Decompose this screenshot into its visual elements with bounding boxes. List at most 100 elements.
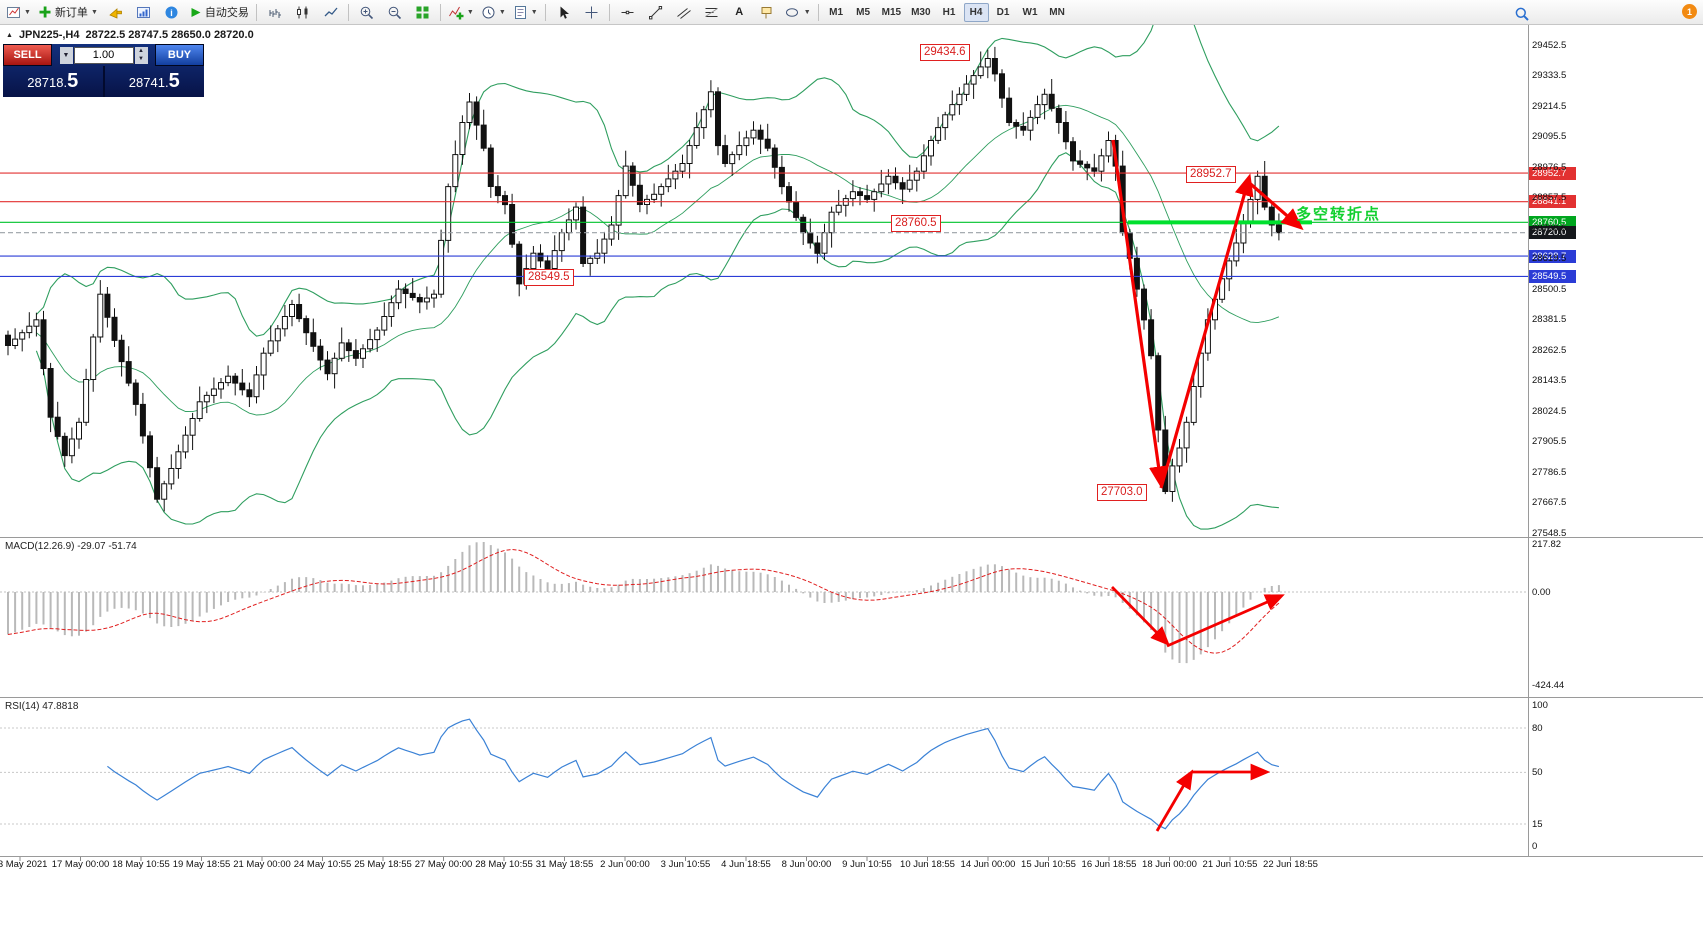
new-order-label: 新订单 xyxy=(54,7,88,19)
chevron-down-icon: ▼ xyxy=(803,8,811,16)
price-annotation[interactable]: 28760.5 xyxy=(891,215,941,232)
tile-windows-button[interactable] xyxy=(409,1,436,24)
notification-badge[interactable]: 1 xyxy=(1682,4,1697,19)
charts-menu-button[interactable]: ▼ xyxy=(3,1,34,24)
macd-arrow-2[interactable] xyxy=(1166,594,1285,648)
channel-icon xyxy=(676,7,691,19)
search-button[interactable] xyxy=(1508,2,1535,25)
new-order-button[interactable]: 新订单 ▼ xyxy=(35,1,101,24)
cursor-icon xyxy=(560,6,569,19)
svg-text:i: i xyxy=(170,7,173,17)
crosshair-tool-button[interactable] xyxy=(578,1,605,24)
timeframe-h4[interactable]: H4 xyxy=(963,3,989,22)
info-icon: i xyxy=(165,6,178,18)
sell-price[interactable]: 28718. 5 xyxy=(3,70,103,93)
trend-arrow-1[interactable] xyxy=(1111,139,1169,489)
text-tool-label: A xyxy=(735,6,744,18)
green-plus-icon xyxy=(39,6,51,18)
buy-price[interactable]: 28741. 5 xyxy=(105,70,205,93)
price-annotation[interactable]: 27703.0 xyxy=(1097,484,1147,501)
terminal-icon[interactable] xyxy=(130,1,157,24)
horizontal-line-tool[interactable] xyxy=(614,1,641,24)
periods-button[interactable]: ▼ xyxy=(478,1,509,24)
timeframe-m30[interactable]: M30 xyxy=(907,3,934,22)
rsi-arrow-1[interactable] xyxy=(1155,769,1194,832)
chevron-down-icon: ▼ xyxy=(466,8,474,16)
price-annotation[interactable]: 28952.7 xyxy=(1186,166,1236,183)
auto-trading-label: 自动交易 xyxy=(204,7,249,19)
timeframe-m15[interactable]: M15 xyxy=(878,3,905,22)
line-chart-button[interactable] xyxy=(317,1,344,24)
channel-tool[interactable] xyxy=(670,1,697,24)
line-chart-icon xyxy=(324,7,338,16)
macd-layer xyxy=(0,542,1528,664)
label-tool[interactable] xyxy=(754,1,781,24)
play-icon xyxy=(191,7,201,17)
main-chart-layer xyxy=(0,25,1528,530)
volume-input[interactable]: 1.00 xyxy=(73,46,134,64)
toolbar-separator xyxy=(439,3,441,21)
bar-chart-button[interactable] xyxy=(261,1,288,24)
chevron-down-icon: ▼ xyxy=(530,8,538,16)
crosshair-icon xyxy=(585,6,598,18)
buy-price-big: 5 xyxy=(168,70,180,92)
toolbar-separator xyxy=(817,3,819,21)
toolbar: ▼ 新订单 ▼ i 自动交易 xyxy=(0,0,1703,25)
sell-button[interactable]: SELL xyxy=(3,44,52,66)
chevron-down-icon: ▼ xyxy=(90,8,98,16)
fibonacci-tool[interactable] xyxy=(698,1,725,24)
timeframe-h1[interactable]: H1 xyxy=(937,3,962,22)
text-tool[interactable]: A xyxy=(726,1,753,24)
auto-trading-button[interactable]: 自动交易 xyxy=(186,1,252,24)
horn-icon xyxy=(109,7,122,19)
template-icon xyxy=(514,5,526,19)
zoom-out-icon xyxy=(388,6,401,19)
bollinger-middle xyxy=(36,104,1280,416)
timeframe-m5[interactable]: M5 xyxy=(851,3,876,22)
chart-title-line: ▲ JPN225-,H4 28722.5 28747.5 28650.0 287… xyxy=(6,29,254,41)
zoom-in-button[interactable] xyxy=(353,1,380,24)
chart-note-text[interactable]: 多空转折点 xyxy=(1296,206,1382,223)
volume-dropdown-icon[interactable]: ▼ xyxy=(59,46,73,64)
ellipse-icon xyxy=(785,7,798,17)
one-click-trade-panel: SELL ▼ 1.00 ▲ ▼ BUY 28718. 5 28741. 5 xyxy=(3,44,204,97)
bollinger-upper xyxy=(36,25,1280,337)
zoom-out-button[interactable] xyxy=(381,1,408,24)
sell-price-int: 28718. xyxy=(27,75,68,90)
macd-signal-line xyxy=(7,548,1280,654)
rsi-layer xyxy=(0,718,1528,830)
chevron-down-icon: ▼ xyxy=(498,8,506,16)
volume-down-icon[interactable]: ▼ xyxy=(134,55,148,64)
candlestick-chart-button[interactable] xyxy=(289,1,316,24)
toolbar-separator xyxy=(255,3,257,21)
timeframe-d1[interactable]: D1 xyxy=(991,3,1016,22)
price-annotation[interactable]: 28549.5 xyxy=(524,269,574,286)
price-annotation[interactable]: 29434.6 xyxy=(920,44,970,61)
timeframe-w1[interactable]: W1 xyxy=(1018,3,1043,22)
timeframe-m1[interactable]: M1 xyxy=(824,3,849,22)
volume-up-icon[interactable]: ▲ xyxy=(134,46,148,55)
volume-stepper[interactable]: ▲ ▼ xyxy=(134,46,148,64)
macd-arrow-1[interactable] xyxy=(1111,586,1170,646)
trend-arrow-3[interactable] xyxy=(1244,178,1304,231)
market-watch-icon[interactable] xyxy=(102,1,129,24)
indicators-button[interactable]: ▼ xyxy=(445,1,477,24)
cursor-tool-button[interactable] xyxy=(550,1,577,24)
tile-windows-icon xyxy=(416,6,429,18)
trendline-icon xyxy=(648,5,662,19)
macd-indicator-label: MACD(12.26.9) -29.07 -51.74 xyxy=(5,541,137,552)
shapes-tool[interactable]: ▼ xyxy=(782,1,814,24)
trendline-tool[interactable] xyxy=(642,1,669,24)
horizontal-line-icon xyxy=(621,10,634,14)
volume-control: ▼ 1.00 ▲ ▼ xyxy=(52,44,155,66)
clock-icon xyxy=(482,6,495,18)
bollinger-lower xyxy=(35,152,1279,530)
timeframe-mn[interactable]: MN xyxy=(1045,3,1070,22)
trend-arrow-2[interactable] xyxy=(1159,173,1254,489)
search-icon xyxy=(1515,7,1529,21)
help-icon[interactable]: i xyxy=(158,1,185,24)
rsi-line xyxy=(107,718,1280,830)
templates-button[interactable]: ▼ xyxy=(510,1,541,24)
buy-button[interactable]: BUY xyxy=(155,44,204,66)
